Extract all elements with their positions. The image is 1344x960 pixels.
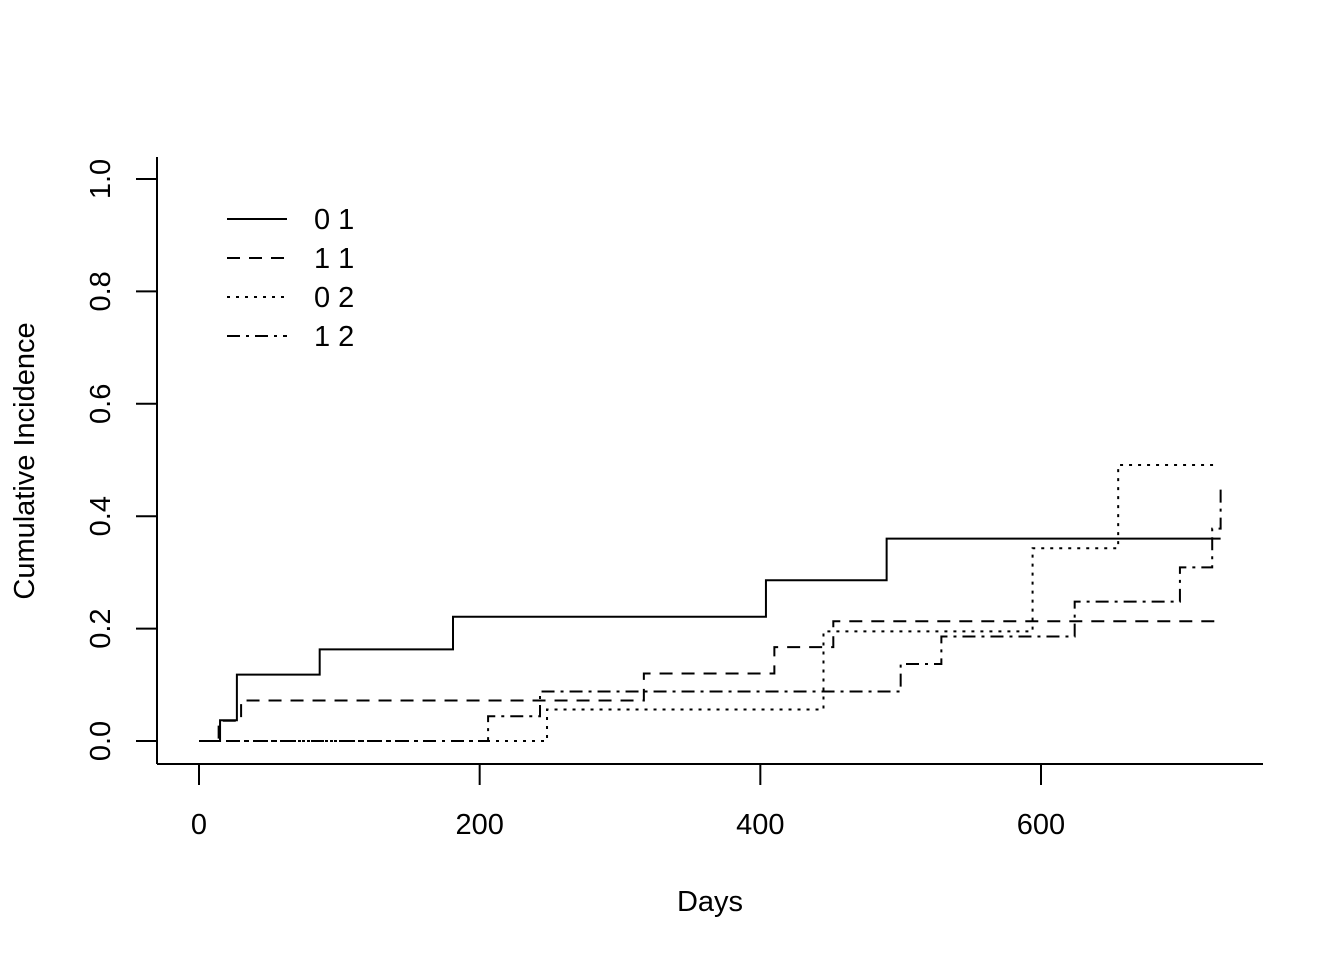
series-dotted-line bbox=[199, 464, 1214, 742]
series-layer bbox=[199, 464, 1222, 742]
y-tick-label: 1.0 bbox=[85, 159, 117, 199]
series-dashed-line bbox=[199, 620, 1221, 742]
legend-label: 1 1 bbox=[314, 243, 354, 275]
series-dashdot-line bbox=[199, 489, 1222, 742]
series-solid-line bbox=[199, 537, 1221, 742]
y-tick-label: 0.2 bbox=[85, 608, 117, 648]
x-tick-label: 0 bbox=[191, 809, 207, 841]
y-axis-title: Cumulative Incidence bbox=[9, 322, 41, 599]
axes: 0 200 400 600 0.0 0.2 0.4 0.6 0.8 1.0 bbox=[85, 157, 1263, 841]
y-tick-label: 0.8 bbox=[85, 271, 117, 311]
x-tick-label: 400 bbox=[736, 809, 784, 841]
x-axis-title: Days bbox=[677, 886, 743, 918]
legend: 0 1 1 1 0 2 1 2 bbox=[227, 204, 354, 353]
legend-label: 0 2 bbox=[314, 282, 354, 314]
y-tick-label: 0.6 bbox=[85, 384, 117, 424]
y-ticks: 0.0 0.2 0.4 0.6 0.8 1.0 bbox=[85, 159, 157, 761]
legend-label: 1 2 bbox=[314, 321, 354, 353]
x-tick-label: 600 bbox=[1017, 809, 1065, 841]
x-ticks: 0 200 400 600 bbox=[191, 764, 1065, 841]
y-tick-label: 0.0 bbox=[85, 721, 117, 761]
legend-label: 0 1 bbox=[314, 204, 354, 236]
x-tick-label: 200 bbox=[455, 809, 503, 841]
y-tick-label: 0.4 bbox=[85, 496, 117, 536]
